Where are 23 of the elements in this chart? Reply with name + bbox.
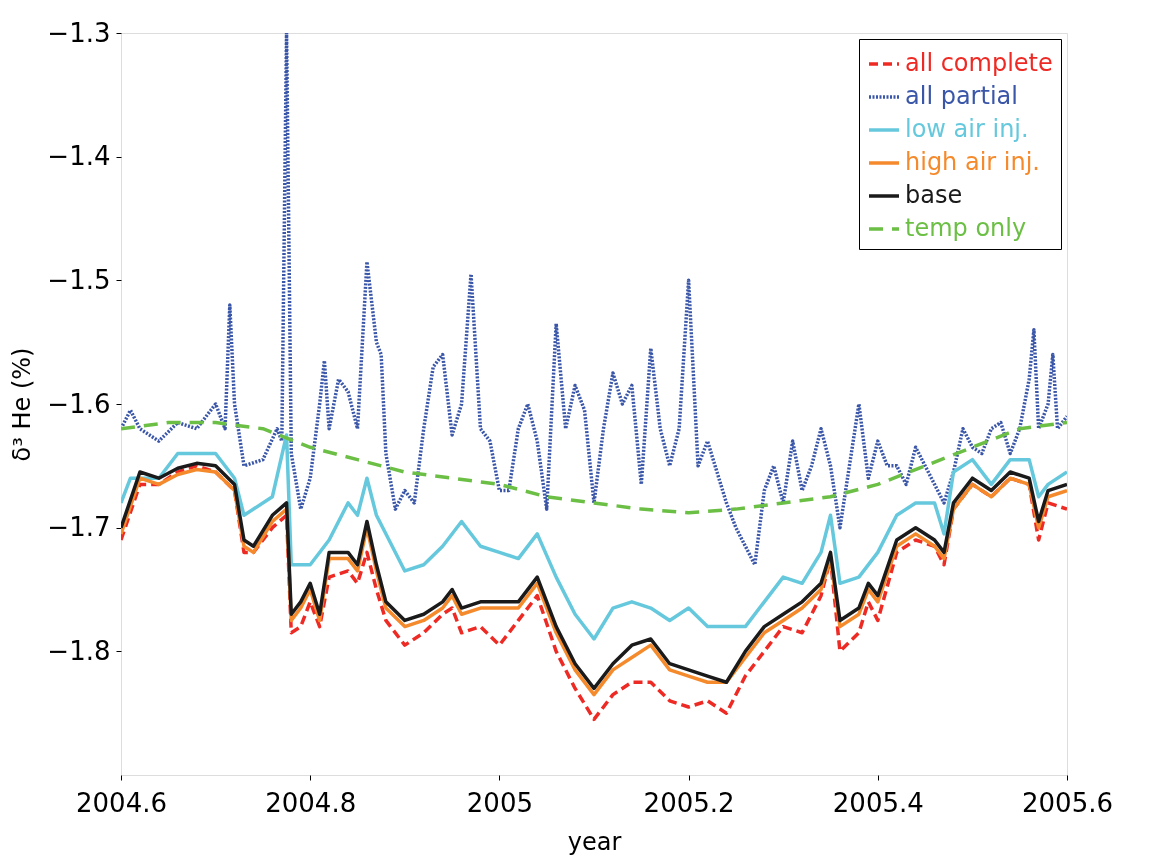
x-tick-label: 2005 — [466, 787, 533, 818]
legend-label: low air inj. — [905, 115, 1029, 143]
y-tick-label: −1.6 — [47, 388, 111, 419]
legend-label: base — [905, 181, 963, 209]
y-tick-label: −1.3 — [47, 17, 111, 48]
x-tick-label: 2004.6 — [76, 787, 167, 818]
legend-label: temp only — [905, 214, 1027, 242]
y-tick-label: −1.8 — [47, 635, 111, 666]
x-tick-label: 2005.2 — [643, 787, 735, 818]
legend-label: all complete — [905, 49, 1053, 77]
legend-label: high air inj. — [905, 148, 1040, 176]
x-axis-title: year — [567, 827, 622, 856]
legend-label: all partial — [905, 82, 1018, 110]
line-series — [121, 433, 1067, 641]
line-series — [121, 33, 1067, 567]
y-axis-title: δ³ He (%) — [8, 347, 37, 462]
line-series — [121, 420, 1067, 515]
y-tick-label: −1.7 — [47, 512, 111, 543]
y-tick-label: −1.5 — [47, 264, 111, 295]
x-tick-label: 2005.6 — [1022, 787, 1113, 818]
x-tick-label: 2004.8 — [265, 787, 357, 818]
x-tick-label: 2005.4 — [832, 787, 924, 818]
y-tick-label: −1.4 — [47, 141, 111, 172]
